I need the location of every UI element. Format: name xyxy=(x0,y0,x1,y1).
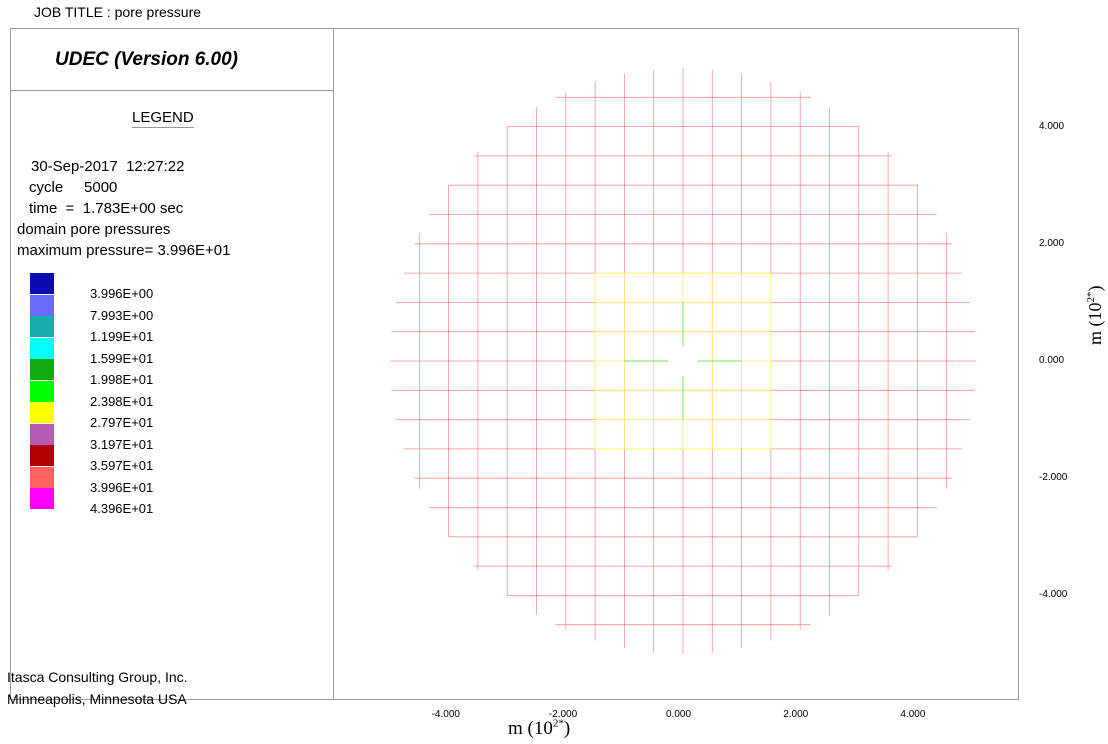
y-tick-label: -2.000 xyxy=(1039,472,1068,484)
center-hole xyxy=(668,346,698,376)
legend-label: 3.597E+01 xyxy=(90,458,154,473)
job-title: JOB TITLE : pore pressure xyxy=(34,4,202,20)
y-tick-label: 2.000 xyxy=(1039,237,1065,249)
legend-label: 1.199E+01 xyxy=(90,329,154,344)
version-title: UDEC (Version 6.00) xyxy=(55,49,239,70)
legend-swatch xyxy=(30,337,54,359)
x-axis-title: m (102*) xyxy=(508,718,570,740)
y-tick-label: -4.000 xyxy=(1039,589,1068,601)
legend-title: LEGEND xyxy=(132,109,194,128)
legend-domain: domain pore pressures xyxy=(17,221,171,238)
legend-swatch xyxy=(30,423,54,445)
legend-max-pressure: maximum pressure= 3.996E+01 xyxy=(17,242,231,259)
legend-swatch xyxy=(30,359,54,380)
legend-label: 2.398E+01 xyxy=(90,393,154,409)
legend-swatch xyxy=(30,294,54,316)
legend-label: 3.197E+01 xyxy=(90,436,154,452)
x-tick-label: 2.000 xyxy=(783,709,809,720)
y-axis-title: m (102*) xyxy=(1085,286,1106,346)
x-tick-label: 0.000 xyxy=(666,709,692,720)
credit-location: Minneapolis, Minnesota USA xyxy=(7,691,187,707)
credit-company: Itasca Consulting Group, Inc. xyxy=(7,669,188,685)
x-tick-label: -4.000 xyxy=(431,709,460,720)
y-tick-label: 0.000 xyxy=(1039,355,1065,366)
legend-swatch xyxy=(30,445,54,466)
legend-label: 2.797E+01 xyxy=(90,415,154,430)
legend-label: 3.996E+01 xyxy=(90,479,154,495)
version-box: UDEC (Version 6.00) xyxy=(11,29,333,91)
x-axis-unit: m (102*) xyxy=(508,718,571,740)
plot-frame xyxy=(333,28,1019,700)
y-axis-unit: m (102*) xyxy=(1085,285,1105,346)
y-tick-label: 4.000 xyxy=(1039,120,1065,132)
legend-label: 3.996E+00 xyxy=(90,286,154,301)
legend-swatch xyxy=(30,316,54,337)
legend-time: time = 1.783E+00 sec xyxy=(29,200,184,217)
x-tick-label: 4.000 xyxy=(900,709,926,720)
legend-label: 1.998E+01 xyxy=(90,372,154,387)
legend-label: 1.599E+01 xyxy=(90,350,154,366)
legend-label: 7.993E+00 xyxy=(90,307,154,323)
legend-panel: UDEC (Version 6.00) LEGEND 30-Sep-2017 1… xyxy=(7,28,333,707)
legend-date-time: 30-Sep-2017 12:27:22 xyxy=(31,158,185,175)
legend-swatch xyxy=(30,466,54,488)
x-tick-label: -2.000 xyxy=(548,709,578,720)
legend-label: 4.396E+01 xyxy=(90,501,154,516)
legend-swatch xyxy=(30,380,54,402)
legend-swatch xyxy=(30,273,54,294)
legend-swatch xyxy=(30,402,54,423)
legend-cycle: cycle 5000 xyxy=(29,179,118,196)
legend-swatch xyxy=(30,488,54,509)
